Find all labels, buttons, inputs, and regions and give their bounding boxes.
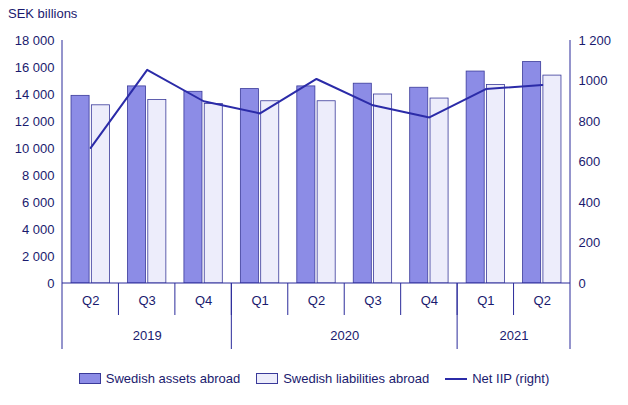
svg-text:8 000: 8 000: [22, 168, 55, 183]
html-text:Net IIP (right): Net IIP (right): [472, 371, 550, 386]
svg-text:0: 0: [579, 276, 586, 291]
svg-text:Q2: Q2: [82, 293, 99, 308]
svg-text:1 200: 1 200: [579, 33, 612, 48]
svg-text:14 000: 14 000: [15, 87, 55, 102]
svg-text:4 000: 4 000: [22, 222, 55, 237]
svg-text:2021: 2021: [500, 328, 529, 343]
svg-text:Q1: Q1: [251, 293, 268, 308]
svg-text:Q1: Q1: [477, 293, 494, 308]
svg-text:12 000: 12 000: [15, 114, 55, 129]
svg-text:10 000: 10 000: [15, 141, 55, 156]
svg-text:2 000: 2 000: [22, 249, 55, 264]
svg-text:Q3: Q3: [364, 293, 381, 308]
html-text:Swedish liabilities abroad: Swedish liabilities abroad: [283, 371, 430, 386]
html-text:Swedish assets abroad: Swedish assets abroad: [105, 371, 241, 386]
svg-text:6 000: 6 000: [22, 195, 55, 210]
svg-text:1000: 1000: [579, 73, 608, 88]
svg-text:Q4: Q4: [195, 293, 212, 308]
svg-text:18 000: 18 000: [15, 33, 55, 48]
svg-text:Q2: Q2: [534, 293, 551, 308]
svg-text:600: 600: [579, 154, 601, 169]
svg-text:800: 800: [579, 114, 601, 129]
svg-text:Q2: Q2: [308, 293, 325, 308]
svg-text:16 000: 16 000: [15, 60, 55, 75]
svg-text:Q4: Q4: [421, 293, 438, 308]
svg-text:0: 0: [47, 276, 54, 291]
svg-text:2020: 2020: [330, 328, 359, 343]
html-text:SEK billions: SEK billions: [8, 6, 78, 21]
svg-text:200: 200: [579, 235, 601, 250]
svg-text:400: 400: [579, 195, 601, 210]
svg-text:2019: 2019: [133, 328, 162, 343]
svg-text:Q3: Q3: [138, 293, 155, 308]
